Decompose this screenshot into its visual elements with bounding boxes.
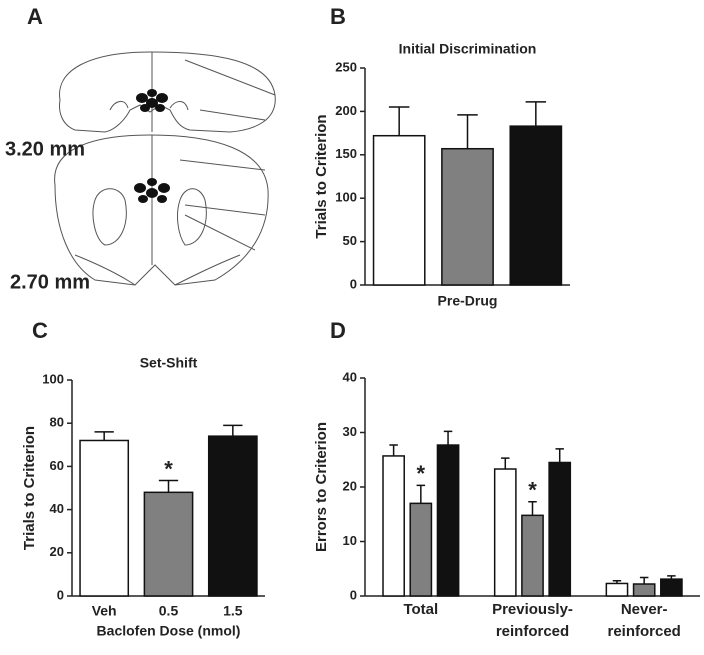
error-bar bbox=[639, 576, 649, 585]
y-tick-label: 200 bbox=[335, 103, 357, 118]
y-tick-label: 0 bbox=[350, 276, 357, 291]
bar bbox=[79, 439, 130, 597]
bar bbox=[441, 147, 494, 286]
error-bar bbox=[612, 579, 622, 584]
error-bar bbox=[388, 106, 410, 136]
y-tick-label: 40 bbox=[50, 501, 64, 516]
x-tick-label: reinforced bbox=[607, 623, 680, 640]
bar bbox=[493, 468, 517, 597]
bar bbox=[143, 491, 194, 597]
error-bar bbox=[443, 430, 453, 446]
bar bbox=[509, 125, 563, 286]
error-bar bbox=[94, 431, 114, 441]
bar bbox=[548, 461, 572, 597]
bar bbox=[409, 502, 433, 597]
y-axis-label: Errors to Criterion bbox=[313, 422, 330, 552]
bar bbox=[436, 444, 460, 597]
y-tick-label: 50 bbox=[343, 233, 357, 248]
x-tick-label: 0.5 bbox=[159, 603, 179, 619]
significance-marker: * bbox=[528, 478, 537, 503]
error-bar bbox=[223, 424, 243, 437]
y-tick-label: 40 bbox=[343, 369, 357, 384]
y-tick-label: 20 bbox=[50, 544, 64, 559]
error-bar bbox=[525, 101, 547, 127]
y-tick-label: 60 bbox=[50, 458, 64, 473]
y-tick-label: 10 bbox=[343, 533, 357, 548]
y-tick-label: 100 bbox=[335, 190, 357, 205]
x-axis-label: Pre-Drug bbox=[438, 293, 498, 309]
x-tick-label: Total bbox=[403, 601, 438, 618]
error-bar bbox=[555, 448, 564, 463]
section-label: 3.20 mm bbox=[5, 138, 85, 160]
error-bar bbox=[501, 457, 510, 470]
error-bar bbox=[158, 479, 179, 493]
y-tick-label: 20 bbox=[343, 478, 357, 493]
section-label: 2.70 mm bbox=[10, 271, 90, 293]
y-tick-label: 0 bbox=[350, 587, 357, 602]
y-tick-label: 0 bbox=[57, 587, 64, 602]
x-tick-label: reinforced bbox=[496, 623, 569, 640]
y-axis-label: Trials to Criterion bbox=[313, 114, 330, 238]
x-tick-label: Never- bbox=[621, 601, 668, 618]
x-axis-label: Baclofen Dose (nmol) bbox=[97, 623, 241, 639]
x-tick-label: 1.5 bbox=[223, 603, 243, 619]
panel-letter: D bbox=[330, 318, 346, 343]
significance-marker: * bbox=[164, 456, 173, 481]
y-tick-label: 150 bbox=[335, 146, 357, 161]
x-tick-label: Previously- bbox=[492, 601, 573, 618]
error-bar bbox=[667, 575, 676, 580]
bar bbox=[605, 582, 629, 597]
y-tick-label: 80 bbox=[50, 415, 64, 430]
bar bbox=[521, 514, 544, 597]
bar bbox=[207, 435, 258, 597]
y-tick-label: 30 bbox=[343, 424, 357, 439]
bar bbox=[660, 578, 683, 597]
panel-letter: B bbox=[330, 4, 346, 29]
panel-letter: C bbox=[32, 318, 48, 343]
error-bar bbox=[457, 114, 478, 149]
bar bbox=[372, 134, 426, 286]
error-bar bbox=[528, 500, 537, 516]
x-tick-label: Veh bbox=[92, 603, 117, 619]
y-tick-label: 100 bbox=[42, 371, 64, 386]
error-bar bbox=[416, 484, 426, 504]
panel-letter: A bbox=[27, 4, 43, 29]
bar bbox=[632, 583, 656, 597]
chart-title: Initial Discrimination bbox=[399, 41, 537, 57]
y-tick-label: 250 bbox=[335, 59, 357, 74]
error-bar bbox=[389, 444, 398, 456]
brain-sections bbox=[54, 51, 276, 286]
bar bbox=[382, 455, 405, 597]
y-axis-label: Trials to Criterion bbox=[21, 426, 38, 550]
chart-title: Set-Shift bbox=[140, 355, 198, 371]
significance-marker: * bbox=[417, 461, 426, 486]
